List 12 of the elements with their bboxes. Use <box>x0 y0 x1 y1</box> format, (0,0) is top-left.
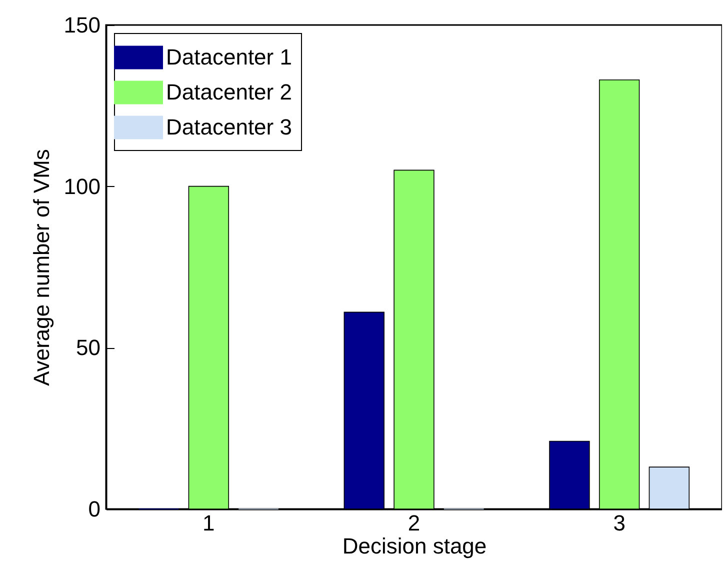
y-tick-label: 100 <box>64 174 100 199</box>
x-axis-title: Decision stage <box>342 534 487 558</box>
legend-label: Datacenter 3 <box>166 114 292 140</box>
y-tick-label: 150 <box>64 12 100 38</box>
legend-label: Datacenter 1 <box>166 44 292 70</box>
y-tick-label: 50 <box>76 335 100 360</box>
x-tick-label: 3 <box>613 510 626 536</box>
y-tick-label: 0 <box>88 496 100 522</box>
x-tick-label: 1 <box>202 510 215 536</box>
y-axis-title: Average number of VMs <box>28 149 54 386</box>
legend-label: Datacenter 2 <box>166 80 292 104</box>
x-tick-label: 2 <box>408 510 420 536</box>
